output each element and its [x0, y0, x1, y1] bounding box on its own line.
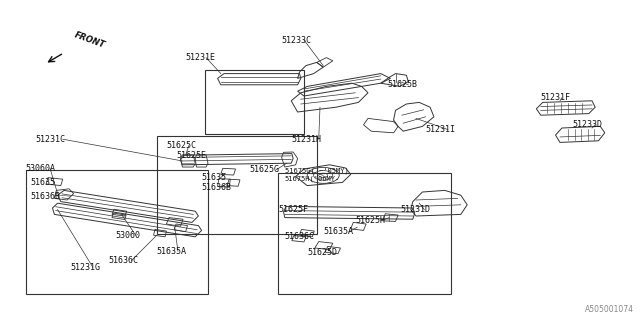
Text: 51625G: 51625G [250, 165, 280, 174]
Text: 51675G( ~'05MY): 51675G( ~'05MY) [285, 168, 349, 174]
Text: 51675H('06MY-: 51675H('06MY- [285, 176, 340, 182]
Text: 51625B: 51625B [387, 80, 417, 89]
Text: 51625C: 51625C [166, 141, 196, 150]
Text: 51636B: 51636B [31, 192, 61, 201]
Text: 53060: 53060 [115, 231, 140, 240]
Text: 51635A: 51635A [323, 228, 353, 236]
Text: 51231D: 51231D [400, 205, 430, 214]
Text: 51231C: 51231C [35, 135, 65, 144]
Bar [157, 136, 317, 234]
Text: 51635: 51635 [202, 173, 227, 182]
Bar [205, 70, 304, 134]
Text: 51231F: 51231F [541, 93, 571, 102]
Text: 51625D: 51625D [307, 248, 337, 257]
Text: 51625F: 51625F [278, 205, 308, 214]
Text: 51625E: 51625E [176, 151, 206, 160]
Text: 53060A: 53060A [26, 164, 56, 172]
Text: A505001074: A505001074 [584, 305, 634, 314]
Text: 51636B: 51636B [202, 183, 232, 192]
Text: 51231G: 51231G [70, 263, 100, 272]
Text: 51636C: 51636C [285, 232, 315, 241]
Text: 51231I: 51231I [426, 125, 456, 134]
Text: FRONT: FRONT [74, 30, 107, 50]
Text: 51625H: 51625H [355, 216, 385, 225]
Text: 51233D: 51233D [573, 120, 603, 129]
Text: 51635A: 51635A [157, 247, 187, 256]
Text: 51233C: 51233C [282, 36, 312, 44]
Bar [26, 170, 208, 294]
Text: 51231E: 51231E [186, 53, 216, 62]
Text: 51636C: 51636C [109, 256, 139, 265]
Bar [278, 173, 451, 294]
Text: 51231H: 51231H [291, 135, 321, 144]
Text: 51635: 51635 [31, 178, 56, 187]
